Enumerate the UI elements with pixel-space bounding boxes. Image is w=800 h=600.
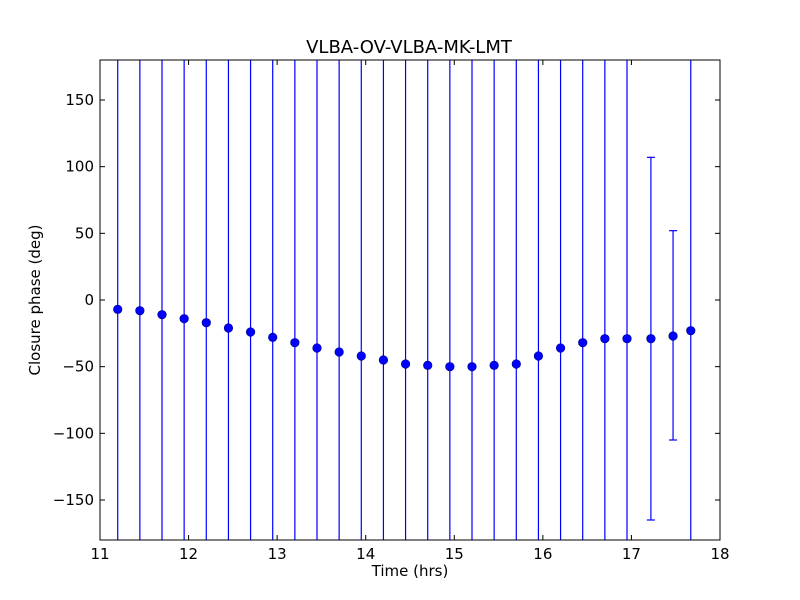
data-point xyxy=(378,355,389,365)
data-point xyxy=(179,314,189,324)
data-point xyxy=(686,326,696,336)
data-points xyxy=(113,304,696,372)
data-point xyxy=(646,334,656,344)
y-tick-label: 100 xyxy=(65,158,94,176)
data-point xyxy=(423,360,433,370)
data-point xyxy=(245,327,256,337)
data-point xyxy=(334,347,344,357)
x-tick-label: 12 xyxy=(179,545,198,563)
data-point xyxy=(600,334,610,344)
data-point xyxy=(201,318,211,328)
error-bars xyxy=(117,60,692,540)
data-point xyxy=(312,343,322,353)
x-axis-label: Time (hrs) xyxy=(371,562,449,580)
data-point xyxy=(555,343,566,353)
data-point xyxy=(157,310,167,320)
data-point xyxy=(290,338,300,348)
data-point xyxy=(356,351,366,361)
data-point xyxy=(135,306,145,316)
data-point xyxy=(445,362,455,372)
x-tick-label: 18 xyxy=(710,545,729,563)
data-point xyxy=(578,338,588,348)
data-point xyxy=(511,359,521,369)
y-tick-label: −150 xyxy=(53,491,94,509)
data-point xyxy=(533,351,544,361)
x-tick-label: 17 xyxy=(622,545,641,563)
data-point xyxy=(113,304,123,314)
y-tick-label: 150 xyxy=(65,91,94,109)
y-tick-label: 50 xyxy=(75,224,94,242)
y-tick-label: −50 xyxy=(62,358,94,376)
x-axis-ticks: 11 12 13 14 15 16 17 18 xyxy=(90,60,730,563)
x-tick-label: 14 xyxy=(356,545,375,563)
data-point xyxy=(223,323,234,333)
x-tick-label: 13 xyxy=(268,545,287,563)
y-axis-label: Closure phase (deg) xyxy=(26,225,44,376)
y-axis-ticks: −150 −100 −50 0 50 100 150 xyxy=(53,91,720,509)
x-tick-label: 15 xyxy=(445,545,464,563)
data-point xyxy=(400,359,411,369)
data-point xyxy=(467,362,477,372)
data-point xyxy=(268,332,278,342)
x-tick-label: 16 xyxy=(533,545,552,563)
data-point xyxy=(622,334,632,344)
y-tick-label: −100 xyxy=(53,424,94,442)
data-point xyxy=(489,360,499,370)
x-tick-label: 11 xyxy=(90,545,109,563)
data-point xyxy=(668,331,678,341)
chart-title: VLBA-OV-VLBA-MK-LMT xyxy=(306,37,513,58)
y-tick-label: 0 xyxy=(84,291,94,309)
